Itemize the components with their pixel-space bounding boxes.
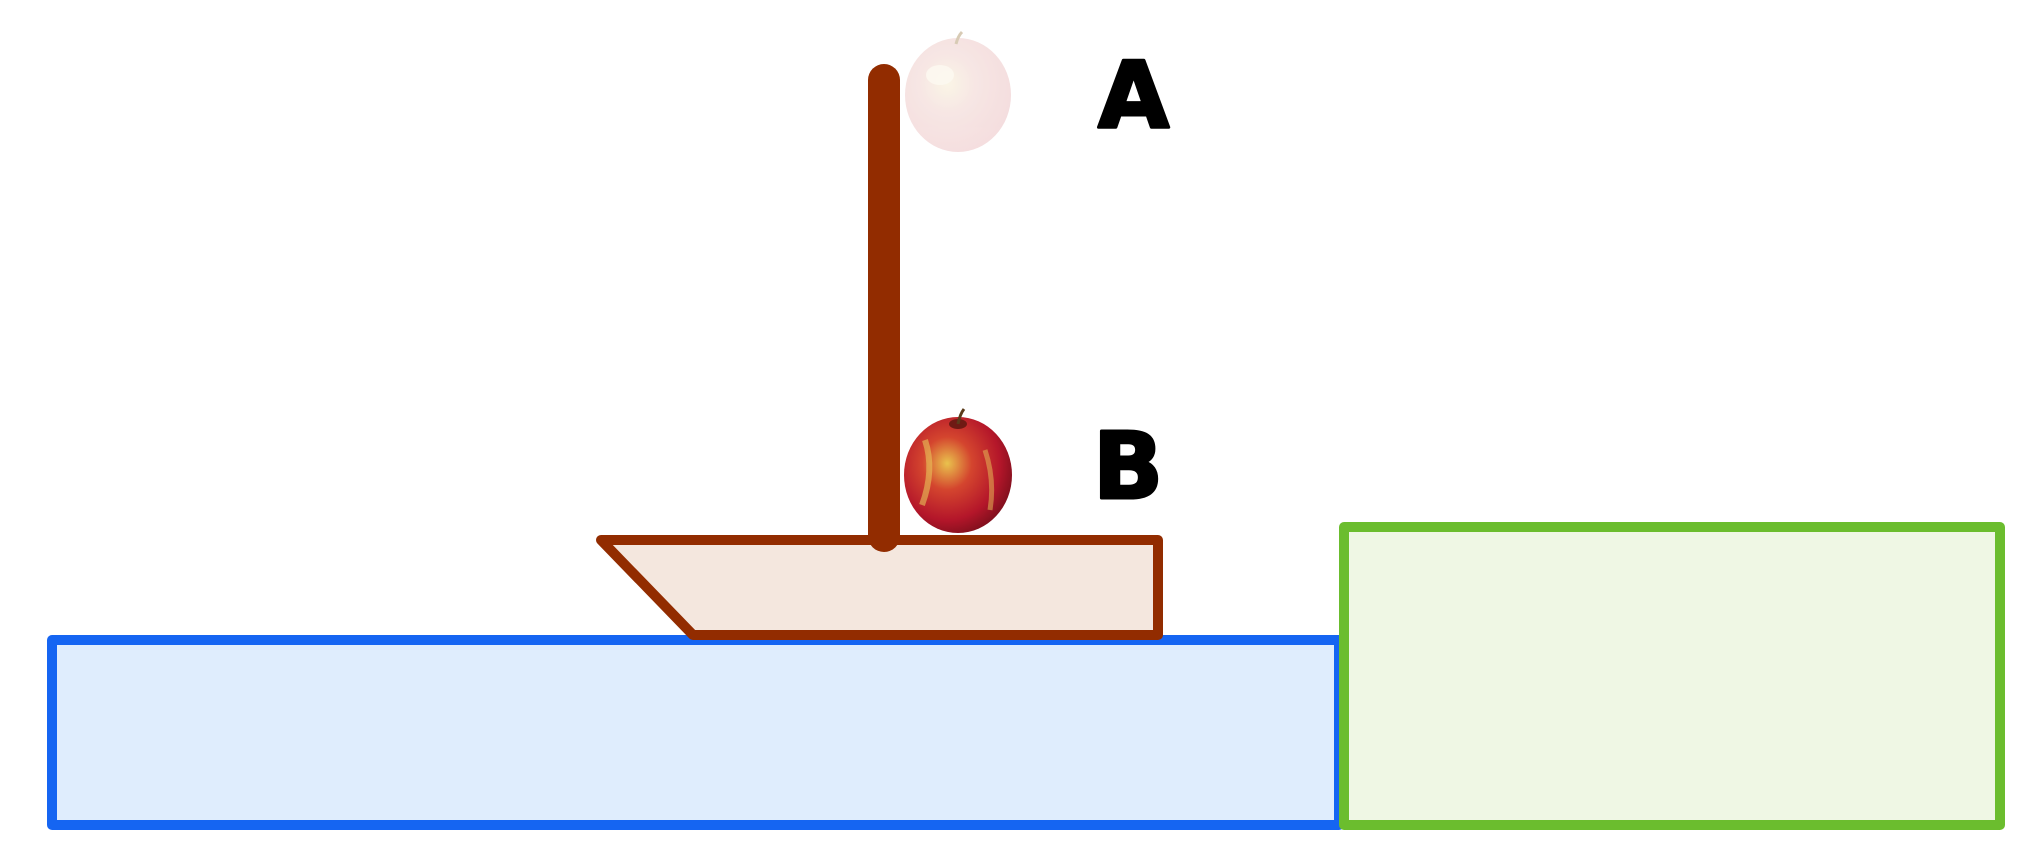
water-area xyxy=(47,635,1344,830)
dock-area xyxy=(1339,522,2005,830)
label-a: A xyxy=(1098,42,1169,149)
apple-faded-icon xyxy=(905,30,1011,152)
boat-hull xyxy=(596,535,1163,640)
label-b: B xyxy=(1093,413,1163,520)
apple-icon xyxy=(904,408,1012,533)
